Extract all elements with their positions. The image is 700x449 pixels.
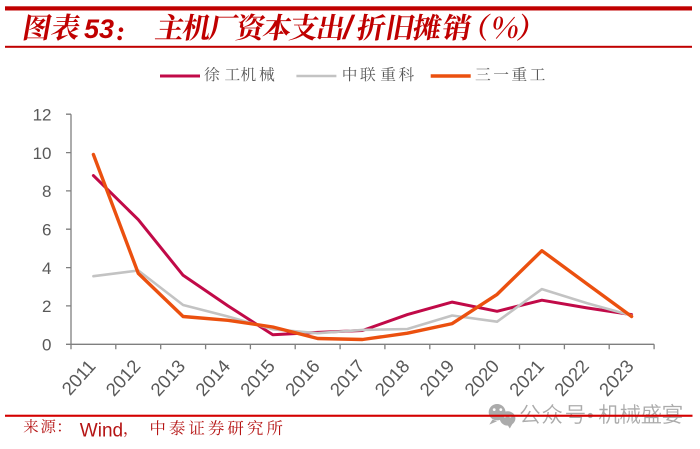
svg-text:8: 8 <box>42 182 51 201</box>
svg-text:4: 4 <box>42 259 51 278</box>
svg-text:6: 6 <box>42 220 51 239</box>
svg-text:10: 10 <box>33 144 52 163</box>
svg-text:Wind: Wind <box>80 420 123 441</box>
svg-text:12: 12 <box>33 105 52 124</box>
svg-text:0: 0 <box>42 336 51 355</box>
svg-text:53: 53 <box>84 14 114 44</box>
svg-text:2: 2 <box>42 297 51 316</box>
